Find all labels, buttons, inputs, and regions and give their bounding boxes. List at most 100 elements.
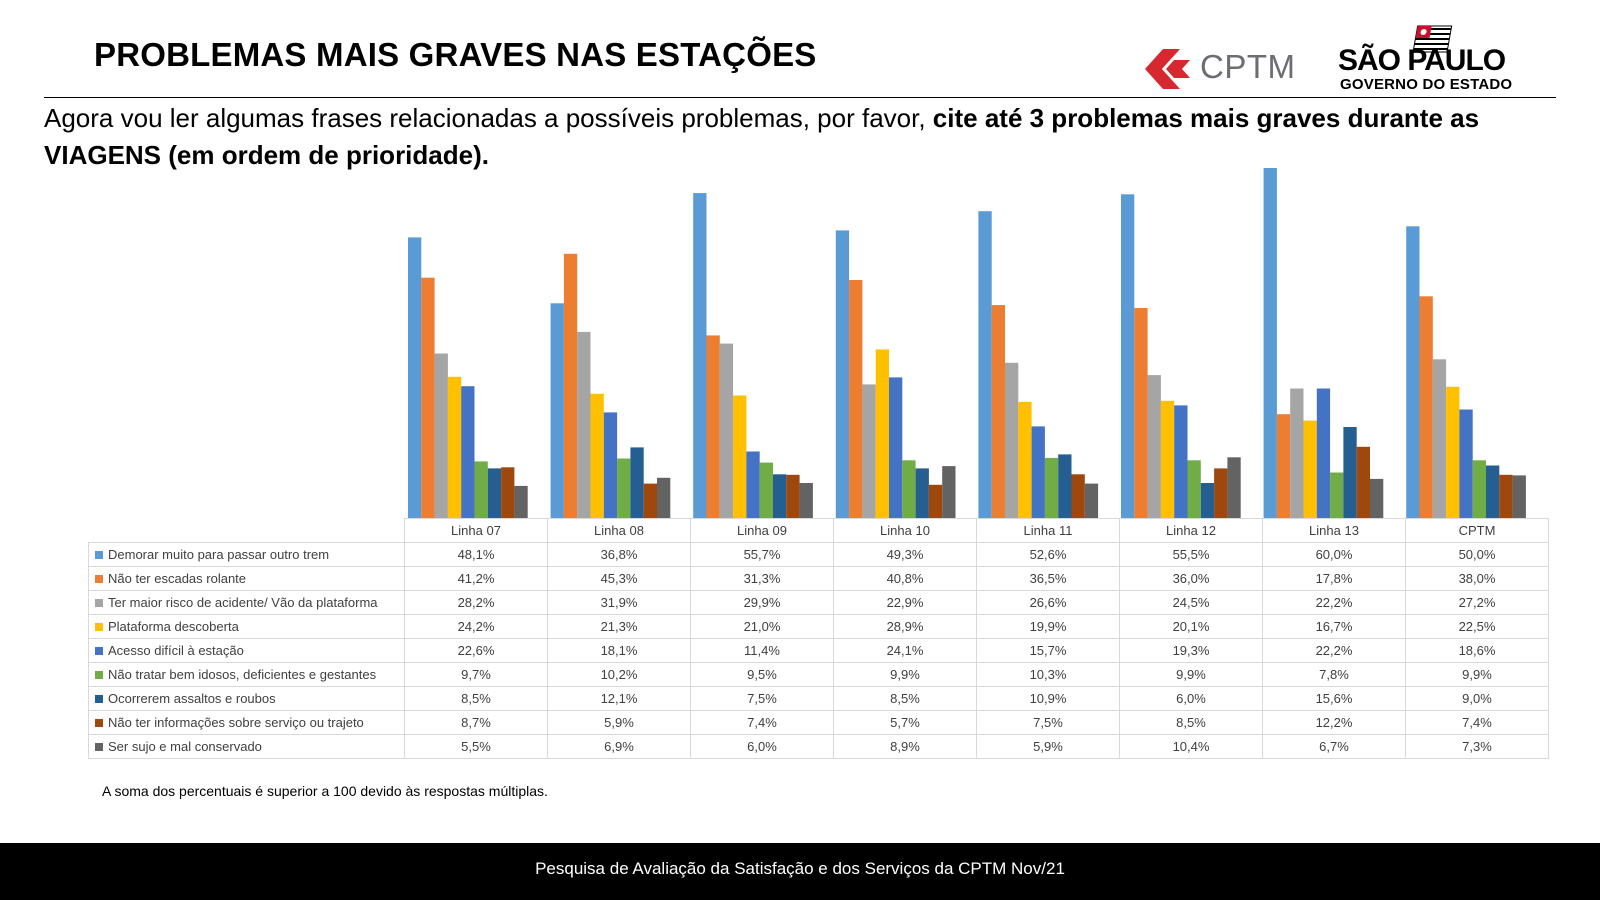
bar-5-8 — [1227, 457, 1241, 518]
data-label-8-4: 5,9% — [976, 734, 1120, 759]
bar-2-7 — [786, 474, 800, 518]
data-label-4-6: 22,2% — [1262, 638, 1406, 663]
category-label-1: Linha 08 — [547, 518, 691, 543]
table-row: Ter maior risco de acidente/ Vão da plat… — [88, 590, 1549, 615]
bar-0-8 — [514, 485, 528, 518]
data-label-1-2: 31,3% — [690, 566, 834, 591]
data-label-7-4: 7,5% — [976, 710, 1120, 735]
bar-7-1 — [1419, 296, 1433, 518]
bar-0-5 — [474, 461, 488, 518]
legend-label: Não tratar bem idosos, deficientes e ges… — [108, 667, 377, 682]
data-label-8-5: 10,4% — [1119, 734, 1263, 759]
bar-2-6 — [773, 474, 787, 519]
bar-1-0 — [550, 303, 564, 518]
data-label-3-5: 20,1% — [1119, 614, 1263, 639]
bar-3-1 — [849, 280, 863, 518]
bar-7-3 — [1446, 386, 1460, 519]
table-row: Não ter informações sobre serviço ou tra… — [88, 710, 1549, 735]
table-row: Ser sujo e mal conservado 5,5% 6,9% 6,0% 8,9… — [88, 734, 1549, 759]
data-label-2-3: 22,9% — [833, 590, 977, 615]
page-title: PROBLEMAS MAIS GRAVES NAS ESTAÇÕES — [94, 36, 817, 73]
chart-data-table: Linha 07 Linha 08 Linha 09 Linha 10 Linha 11… — [88, 518, 1549, 759]
legend-swatch — [95, 647, 103, 655]
category-label-3: Linha 10 — [833, 518, 977, 543]
survey-question-emphasis: cite até 3 problemas mais graves durante… — [44, 103, 1480, 170]
bar-4-0 — [978, 211, 992, 518]
bar-2-0 — [693, 193, 707, 518]
data-label-3-4: 19,9% — [976, 614, 1120, 639]
category-label-0: Linha 07 — [404, 518, 548, 543]
bar-5-1 — [1134, 308, 1148, 518]
bar-5-5 — [1187, 460, 1201, 519]
bar-7-7 — [1499, 474, 1513, 518]
data-label-0-2: 55,7% — [690, 542, 834, 567]
data-label-7-5: 8,5% — [1119, 710, 1263, 735]
data-label-6-3: 8,5% — [833, 686, 977, 711]
data-label-6-4: 10,9% — [976, 686, 1120, 711]
bar-6-1 — [1276, 414, 1291, 518]
bar-4-4 — [1031, 426, 1045, 518]
table-header-row: Linha 07 Linha 08 Linha 09 Linha 10 Linha 11… — [89, 518, 1549, 543]
data-label-3-1: 21,3% — [547, 614, 691, 639]
legend-entry-8: Ser sujo e mal conservado — [88, 734, 405, 759]
bar-0-4 — [461, 386, 475, 518]
legend-swatch — [95, 743, 103, 751]
data-label-7-2: 7,4% — [690, 710, 834, 735]
legend-label: Não ter informações sobre serviço ou tra… — [108, 715, 364, 730]
data-label-7-3: 5,7% — [833, 710, 977, 735]
legend-entry-7: Não ter informações sobre serviço ou tra… — [88, 710, 405, 735]
footnote: A soma dos percentuais é superior a 100 … — [102, 783, 548, 799]
data-label-4-5: 19,3% — [1119, 638, 1263, 663]
bar-0-3 — [447, 376, 462, 518]
bar-7-2 — [1432, 359, 1447, 518]
data-label-5-1: 10,2% — [547, 662, 691, 687]
data-label-6-1: 12,1% — [547, 686, 691, 711]
bar-0-0 — [408, 237, 422, 518]
data-label-0-7: 50,0% — [1405, 542, 1549, 567]
data-label-2-5: 24,5% — [1119, 590, 1263, 615]
legend-swatch — [95, 671, 103, 679]
data-label-3-6: 16,7% — [1262, 614, 1406, 639]
data-label-7-7: 7,4% — [1405, 710, 1549, 735]
data-label-1-0: 41,2% — [404, 566, 548, 591]
data-label-1-1: 45,3% — [547, 566, 691, 591]
legend-swatch — [95, 719, 103, 727]
data-label-8-1: 6,9% — [547, 734, 691, 759]
table-row: Ocorrerem assaltos e roubos 8,5% 12,1% 7,5%… — [88, 686, 1549, 711]
bar-0-7 — [501, 467, 515, 519]
data-label-1-5: 36,0% — [1119, 566, 1263, 591]
legend-label: Plataforma descoberta — [108, 619, 239, 634]
legend-label: Demorar muito para passar outro trem — [108, 547, 330, 562]
survey-question-text: Agora vou ler algumas frases relacionada… — [44, 103, 933, 133]
cptm-logo-text: CPTM — [1200, 48, 1296, 85]
legend-label: Ter maior risco de acidente/ Vão da plat… — [108, 595, 378, 610]
bar-4-8 — [1084, 483, 1099, 518]
data-label-6-2: 7,5% — [690, 686, 834, 711]
bar-4-7 — [1071, 474, 1085, 519]
bar-5-2 — [1147, 375, 1161, 518]
data-label-7-0: 8,7% — [404, 710, 548, 735]
data-label-2-0: 28,2% — [404, 590, 548, 615]
data-label-8-2: 6,0% — [690, 734, 834, 759]
bar-1-2 — [577, 331, 591, 518]
data-label-7-1: 5,9% — [547, 710, 691, 735]
data-label-5-7: 9,9% — [1405, 662, 1549, 687]
data-label-2-4: 26,6% — [976, 590, 1120, 615]
bar-5-6 — [1200, 483, 1215, 518]
bar-6-6 — [1343, 427, 1357, 518]
data-label-5-5: 9,9% — [1119, 662, 1263, 687]
data-label-6-6: 15,6% — [1262, 686, 1406, 711]
bar-chart — [408, 168, 1526, 519]
data-label-5-0: 9,7% — [404, 662, 548, 687]
bar-3-2 — [862, 384, 876, 518]
data-label-0-0: 48,1% — [404, 542, 548, 567]
bar-0-6 — [487, 468, 502, 518]
data-label-2-6: 22,2% — [1262, 590, 1406, 615]
bar-6-5 — [1330, 472, 1344, 518]
cptm-logo-icon — [1145, 49, 1190, 89]
data-label-6-0: 8,5% — [404, 686, 548, 711]
data-label-4-4: 15,7% — [976, 638, 1120, 663]
data-label-0-3: 49,3% — [833, 542, 977, 567]
sao-paulo-flag-icon — [1412, 25, 1453, 53]
bar-4-5 — [1044, 457, 1059, 518]
